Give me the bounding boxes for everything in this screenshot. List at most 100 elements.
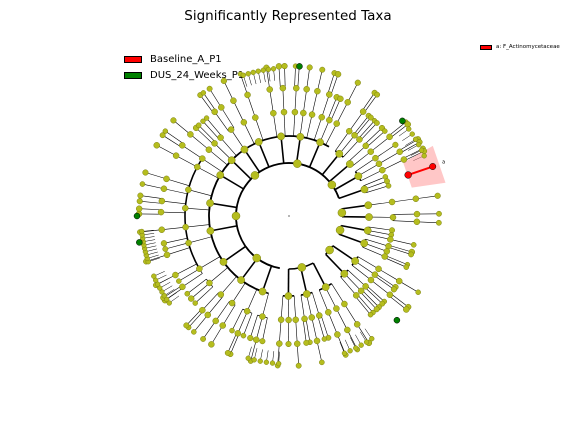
taxon-node	[429, 163, 437, 170]
taxon-node	[280, 108, 288, 116]
taxon-node	[359, 108, 367, 115]
clade-branch	[188, 189, 212, 197]
clade-branch	[334, 175, 359, 191]
taxon-node	[367, 276, 375, 284]
taxon-node	[295, 362, 302, 369]
taxon-node	[172, 271, 179, 279]
taxon-node	[204, 311, 212, 319]
taxon-node	[164, 296, 170, 303]
clade-branch	[348, 111, 364, 132]
taxon-node	[319, 66, 326, 73]
clade-branch	[363, 176, 386, 187]
taxon-node	[296, 63, 303, 70]
clade-branch	[344, 303, 358, 325]
clade-branch	[364, 180, 388, 190]
taxon-node	[327, 180, 337, 190]
clade-branch	[336, 308, 348, 331]
taxon-node	[218, 104, 225, 111]
clade-branch	[208, 149, 228, 166]
clade-arc	[184, 155, 205, 269]
clade-branch	[240, 257, 258, 281]
clade-branch	[222, 304, 236, 326]
taxon-node	[217, 291, 225, 298]
taxon-node	[436, 210, 442, 217]
taxon-node	[379, 166, 386, 174]
clade-branch	[243, 313, 253, 336]
clade-branch	[250, 339, 257, 362]
taxon-node	[353, 321, 361, 328]
taxon-node	[234, 330, 242, 337]
clade-branch	[279, 319, 282, 344]
taxon-node	[250, 69, 256, 76]
taxon-node	[245, 71, 251, 77]
legend-label-dus24: DUS_24_Weeks_P1	[150, 69, 245, 81]
clade-branch	[255, 117, 264, 141]
taxon-node	[404, 121, 412, 128]
clade-branch	[370, 136, 390, 152]
taxon-node	[183, 322, 190, 329]
taxon-node	[372, 154, 379, 162]
taxon-node	[158, 226, 165, 233]
taxon-node	[279, 84, 287, 92]
taxon-node	[434, 192, 441, 199]
taxon-node	[277, 316, 285, 323]
taxon-node	[277, 132, 285, 141]
taxon-node	[163, 175, 170, 183]
taxon-node	[413, 210, 421, 218]
taxon-node	[205, 146, 213, 153]
taxon-node	[395, 277, 403, 285]
taxon-node	[356, 136, 363, 143]
clade-branch	[384, 257, 407, 268]
taxon-node	[247, 334, 254, 342]
taxon-node	[303, 85, 310, 93]
clade-branch	[163, 237, 188, 244]
taxon-node	[369, 336, 375, 342]
clade-branch	[186, 309, 202, 326]
taxon-node	[136, 198, 143, 205]
taxon-node	[362, 142, 370, 150]
taxon-node	[284, 292, 293, 300]
highlight-legend: a: F_Actinomycetaceae	[480, 44, 560, 50]
taxon-node	[259, 313, 266, 320]
clade-branch	[390, 124, 408, 139]
taxon-node	[292, 316, 299, 324]
clade-branch	[178, 268, 200, 282]
clade-branch	[347, 145, 366, 163]
taxon-node	[351, 132, 358, 139]
clade-branch	[280, 295, 284, 320]
clade-branch	[357, 294, 374, 313]
group-legend: Baseline_A_P1 DUS_24_Weeks_P1	[124, 51, 244, 83]
clade-branch	[240, 73, 248, 95]
clade-branch	[261, 265, 273, 292]
taxon-node	[160, 240, 168, 247]
clade-branch	[188, 310, 204, 328]
clade-branch	[295, 319, 298, 344]
clade-branch	[262, 317, 268, 342]
clade-branch	[317, 315, 325, 340]
clade-branch	[359, 291, 377, 310]
taxon-node	[158, 197, 166, 205]
clade-branch	[231, 308, 243, 331]
clade-branch	[220, 276, 237, 295]
taxon-node	[285, 340, 292, 348]
taxon-node	[418, 147, 425, 153]
clade-branch	[347, 82, 359, 103]
taxon-node	[293, 340, 301, 347]
taxon-node	[259, 338, 266, 345]
clade-branch	[199, 94, 214, 113]
clade-branch	[332, 245, 356, 262]
taxon-node	[199, 155, 206, 162]
clade-branch	[185, 224, 210, 228]
taxon-node	[367, 114, 374, 121]
taxon-node	[321, 336, 328, 342]
clade-branch	[202, 121, 220, 140]
clade-branch	[145, 172, 167, 180]
clade-branch	[303, 89, 307, 114]
taxon-node	[404, 171, 412, 179]
clade-branch	[341, 204, 369, 210]
clade-branch	[190, 134, 210, 150]
taxon-node	[162, 128, 169, 134]
taxon-node	[334, 331, 341, 338]
clade-branch	[182, 273, 203, 288]
taxon-node	[387, 236, 394, 243]
